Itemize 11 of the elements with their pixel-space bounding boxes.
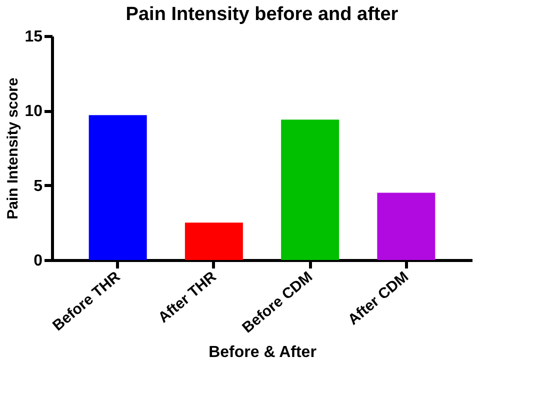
y-tick-label: 10 bbox=[24, 103, 43, 120]
bar bbox=[88, 115, 147, 260]
x-axis-title: Before & After bbox=[208, 344, 316, 361]
y-tick-label: 5 bbox=[34, 178, 43, 195]
chart-title: Pain Intensity before and after bbox=[126, 4, 399, 25]
bar bbox=[377, 192, 436, 260]
y-tick-label: 0 bbox=[34, 252, 43, 270]
y-tick-label: 15 bbox=[24, 28, 43, 46]
y-axis-title: Pain Intensity score bbox=[4, 78, 22, 220]
bar bbox=[184, 222, 243, 260]
bar bbox=[281, 120, 340, 260]
